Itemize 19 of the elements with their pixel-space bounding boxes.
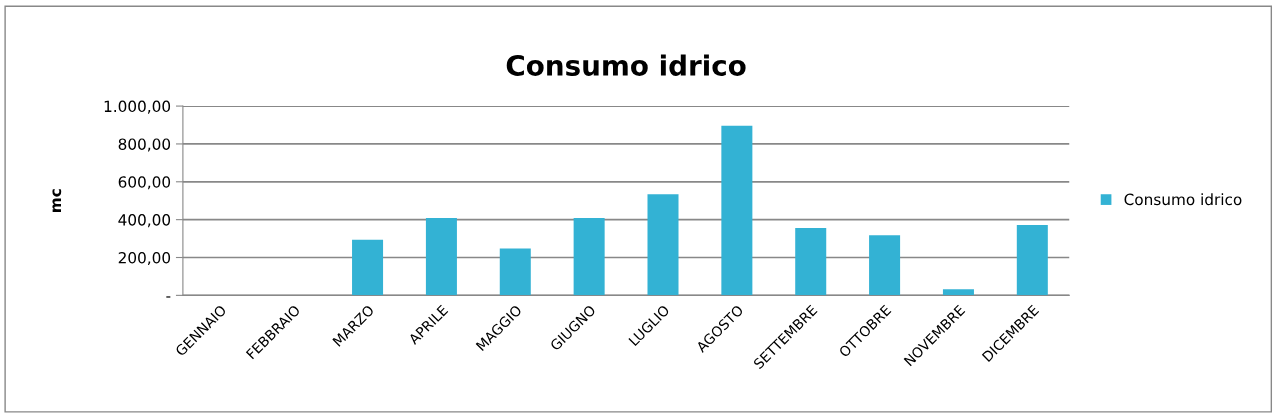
bar	[425, 217, 457, 296]
y-tick-label: 200,00	[118, 251, 171, 266]
bar	[573, 217, 605, 296]
bar	[647, 194, 679, 296]
y-tick-label: 600,00	[118, 176, 171, 190]
bar	[942, 289, 974, 296]
y-tick-label: -	[166, 296, 171, 298]
y-axis-title: mc	[52, 189, 62, 212]
bar	[499, 248, 531, 296]
bar	[1016, 224, 1048, 296]
bar	[795, 227, 827, 296]
legend-label: Consumo idrico	[1124, 193, 1242, 206]
bar	[352, 239, 384, 296]
y-tick-label: 800,00	[118, 138, 171, 152]
bar	[869, 235, 901, 296]
y-tick-label: 1.000,00	[104, 100, 171, 114]
chart-title: Consumo idrico	[506, 54, 746, 76]
bar	[721, 125, 753, 296]
y-tick-label: 400,00	[118, 214, 171, 228]
